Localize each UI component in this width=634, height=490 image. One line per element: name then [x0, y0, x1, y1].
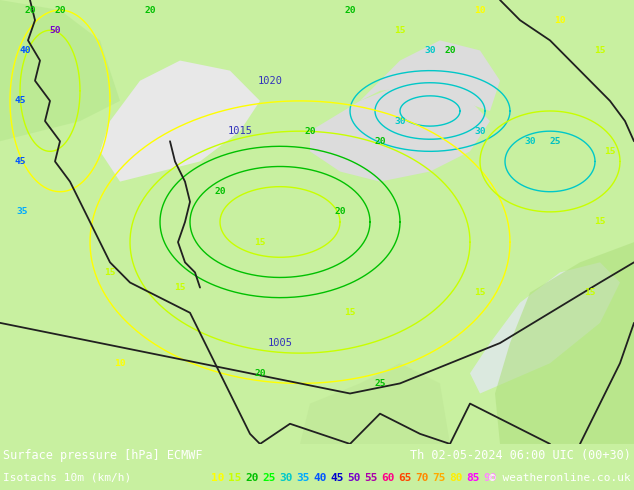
Text: 55: 55 — [365, 473, 378, 483]
Text: 35: 35 — [16, 207, 28, 217]
Text: 45: 45 — [330, 473, 344, 483]
Text: 10: 10 — [114, 359, 126, 368]
Text: 10: 10 — [554, 16, 566, 24]
Text: 40: 40 — [19, 46, 31, 55]
Text: 20: 20 — [254, 369, 266, 378]
Text: 60: 60 — [381, 473, 395, 483]
Text: 40: 40 — [313, 473, 327, 483]
Text: 20: 20 — [304, 126, 316, 136]
Text: 15: 15 — [594, 46, 605, 55]
Text: 30: 30 — [394, 117, 406, 125]
Polygon shape — [470, 262, 620, 393]
Text: 85: 85 — [466, 473, 480, 483]
Text: 15: 15 — [228, 473, 242, 483]
Text: 45: 45 — [14, 97, 26, 105]
Text: 15: 15 — [585, 288, 596, 297]
Text: Isotachs 10m (km/h): Isotachs 10m (km/h) — [3, 473, 131, 483]
Polygon shape — [100, 61, 260, 182]
Text: 30: 30 — [424, 46, 436, 55]
Text: 35: 35 — [296, 473, 310, 483]
Text: 25: 25 — [262, 473, 276, 483]
Text: 50: 50 — [347, 473, 361, 483]
Text: 25: 25 — [549, 137, 560, 146]
Text: © weatheronline.co.uk: © weatheronline.co.uk — [489, 473, 631, 483]
Text: Surface pressure [hPa] ECMWF: Surface pressure [hPa] ECMWF — [3, 449, 202, 463]
Text: 20: 20 — [245, 473, 259, 483]
Polygon shape — [0, 0, 120, 141]
Text: 15: 15 — [604, 147, 616, 156]
Text: 20: 20 — [214, 187, 226, 196]
Text: 30: 30 — [279, 473, 293, 483]
Text: 50: 50 — [49, 26, 61, 35]
Polygon shape — [300, 363, 450, 444]
Text: 70: 70 — [415, 473, 429, 483]
Text: 30: 30 — [524, 137, 536, 146]
Text: 15: 15 — [104, 268, 116, 277]
Text: Th 02-05-2024 06:00 UIC (00+30): Th 02-05-2024 06:00 UIC (00+30) — [410, 449, 631, 463]
Text: 15: 15 — [254, 238, 266, 246]
Polygon shape — [495, 242, 634, 444]
Text: 20: 20 — [444, 46, 456, 55]
Text: 15: 15 — [394, 26, 406, 35]
Text: 15: 15 — [594, 218, 605, 226]
Text: 90: 90 — [483, 473, 497, 483]
Text: 10: 10 — [474, 5, 486, 15]
Text: 1015: 1015 — [228, 126, 252, 136]
Polygon shape — [310, 81, 490, 182]
Text: 1020: 1020 — [257, 76, 283, 86]
Text: 15: 15 — [174, 283, 186, 292]
Text: 65: 65 — [398, 473, 411, 483]
Text: 80: 80 — [450, 473, 463, 483]
Text: 20: 20 — [374, 137, 385, 146]
Text: 45: 45 — [14, 157, 26, 166]
Text: 1005: 1005 — [268, 338, 292, 348]
Text: 15: 15 — [474, 288, 486, 297]
Text: 20: 20 — [145, 5, 156, 15]
Text: 75: 75 — [432, 473, 446, 483]
Text: 25: 25 — [374, 379, 385, 388]
Text: 10: 10 — [211, 473, 224, 483]
Text: 15: 15 — [344, 308, 356, 318]
Text: 30: 30 — [474, 126, 486, 136]
Polygon shape — [360, 40, 500, 111]
Text: 20: 20 — [334, 207, 346, 217]
Text: 20: 20 — [55, 5, 66, 15]
Text: 20: 20 — [24, 5, 36, 15]
Text: 20: 20 — [344, 5, 356, 15]
